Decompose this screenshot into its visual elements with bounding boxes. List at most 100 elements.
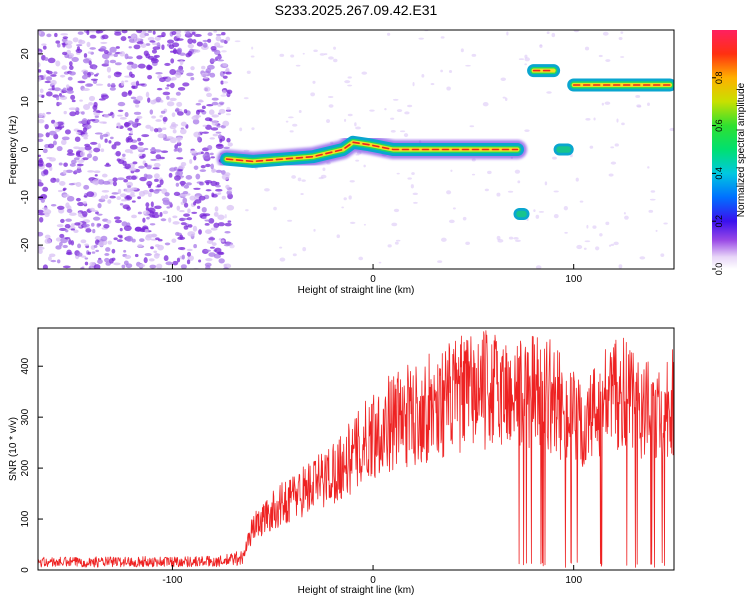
noise-speck [38, 154, 42, 157]
snr-ytick-label: 300 [20, 408, 31, 425]
noise-speck [64, 223, 71, 229]
noise-speck [213, 222, 220, 228]
noise-speck [48, 256, 52, 262]
noise-speck [177, 147, 183, 153]
noise-speck [93, 101, 98, 108]
noise-speck [154, 205, 162, 210]
noise-speck [94, 132, 103, 135]
noise-speck [146, 165, 152, 170]
faint-speck [393, 208, 400, 213]
noise-speck [57, 189, 63, 193]
noise-speck [100, 41, 108, 45]
faint-speck [292, 123, 298, 127]
noise-speck [198, 195, 206, 201]
faint-speck [605, 221, 610, 226]
faint-speck [655, 229, 658, 232]
noise-speck [172, 215, 178, 219]
noise-speck [138, 190, 146, 197]
ridge-core [225, 141, 519, 163]
noise-speck [131, 200, 136, 203]
noise-speck [88, 102, 94, 106]
noise-speck [62, 188, 66, 192]
noise-speck [141, 153, 146, 158]
noise-speck [149, 264, 157, 269]
noise-speck [107, 75, 112, 79]
noise-speck [182, 190, 189, 195]
noise-speck [186, 251, 192, 257]
noise-speck [189, 150, 197, 154]
noise-speck [226, 204, 235, 211]
noise-speck [166, 101, 175, 107]
noise-speck [179, 60, 184, 66]
noise-speck [112, 177, 118, 182]
snr-ylabel: SNR (10 * v/v) [8, 417, 19, 481]
faint-speck [363, 223, 366, 226]
noise-speck [62, 36, 69, 40]
noise-speck [120, 157, 126, 161]
faint-speck [292, 253, 297, 257]
faint-speck [225, 113, 231, 116]
noise-speck [124, 163, 131, 170]
noise-speck [109, 59, 117, 64]
noise-speck [81, 111, 85, 115]
noise-speck [195, 173, 201, 180]
noise-speck [201, 206, 207, 213]
spectrogram-ytick-label: 10 [20, 96, 31, 108]
noise-speck [220, 39, 225, 43]
noise-speck [82, 157, 89, 161]
faint-speck [369, 109, 375, 112]
noise-speck [83, 71, 88, 75]
noise-speck [202, 147, 209, 152]
colorbar-tick-label: 0.4 [714, 167, 724, 180]
noise-speck [81, 74, 88, 80]
noise-speck [71, 159, 77, 165]
noise-speck [147, 192, 152, 198]
noise-speck [169, 137, 177, 144]
noise-speck [198, 229, 202, 235]
noise-speck [175, 107, 180, 113]
noise-speck [215, 35, 222, 42]
noise-speck [183, 109, 188, 114]
noise-speck [99, 134, 104, 140]
faint-speck [471, 173, 476, 176]
spectrogram-xtick-label: -100 [162, 274, 182, 285]
noise-speck [106, 66, 112, 73]
faint-speck [517, 180, 521, 184]
noise-speck [119, 117, 127, 120]
noise-speck [208, 252, 216, 257]
noise-speck [92, 178, 99, 185]
faint-speck [347, 76, 352, 79]
noise-speck [83, 195, 87, 198]
faint-speck [584, 46, 590, 51]
noise-speck [102, 133, 109, 138]
noise-speck [121, 199, 128, 202]
noise-speck [193, 165, 199, 170]
noise-speck [70, 223, 76, 227]
noise-speck [143, 147, 149, 151]
faint-speck [226, 106, 231, 111]
noise-speck [92, 79, 98, 84]
noise-speck [204, 229, 212, 235]
faint-speck [608, 173, 614, 177]
noise-speck [159, 115, 164, 118]
noise-speck [103, 114, 110, 118]
noise-speck [213, 170, 217, 173]
faint-speck [222, 81, 229, 84]
noise-speck [107, 199, 112, 204]
noise-speck [144, 32, 150, 37]
noise-speck [215, 169, 223, 173]
noise-speck [146, 216, 150, 220]
faint-speck [285, 120, 289, 123]
noise-speck [191, 31, 196, 35]
noise-speck [104, 164, 112, 167]
noise-speck [93, 147, 101, 153]
noise-speck [191, 211, 198, 214]
noise-speck [42, 45, 47, 50]
noise-speck [129, 151, 134, 154]
noise-speck [90, 222, 95, 227]
noise-speck [94, 115, 100, 118]
noise-speck [55, 245, 62, 250]
noise-speck [69, 111, 77, 117]
noise-speck [84, 145, 92, 151]
noise-speck [122, 153, 126, 158]
